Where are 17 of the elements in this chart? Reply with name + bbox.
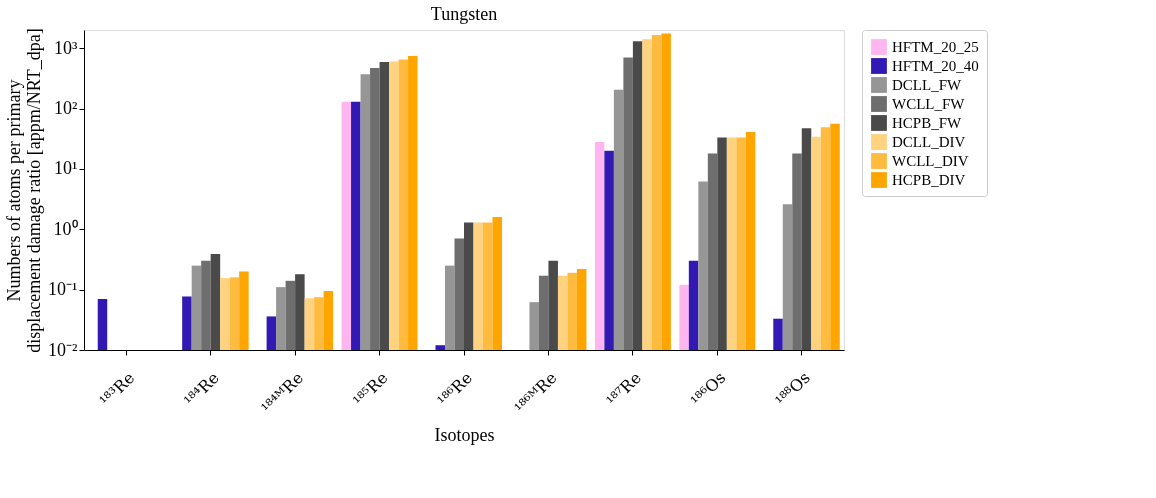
chart-title: Tungsten bbox=[430, 3, 498, 24]
y-axis-title: Numbers of atoms per primary displacement damage ratio [appm/NRT_dpa] bbox=[4, 28, 45, 353]
x-axis-title: Isotopes bbox=[434, 424, 495, 445]
legend-label: WCLL_DIV bbox=[892, 153, 969, 169]
legend-label: HCPB_DIV bbox=[892, 172, 966, 188]
y-tick-label: 10⁰ bbox=[53, 218, 78, 239]
legend-label: DCLL_FW bbox=[892, 77, 962, 93]
y-tick-label: 10¹ bbox=[54, 158, 78, 179]
y-tick-label: 10⁻¹ bbox=[48, 279, 78, 300]
legend-label: HFTM_20_25 bbox=[892, 39, 979, 55]
legend-label: DCLL_DIV bbox=[892, 134, 966, 150]
legend-label: HFTM_20_40 bbox=[892, 58, 979, 74]
y-tick-label: 10² bbox=[54, 98, 78, 119]
y-tick-label: 10⁻² bbox=[48, 339, 78, 360]
legend-label: HCPB_FW bbox=[892, 115, 963, 131]
legend-label: WCLL_FW bbox=[892, 96, 966, 112]
y-tick-label: 10³ bbox=[54, 37, 79, 58]
